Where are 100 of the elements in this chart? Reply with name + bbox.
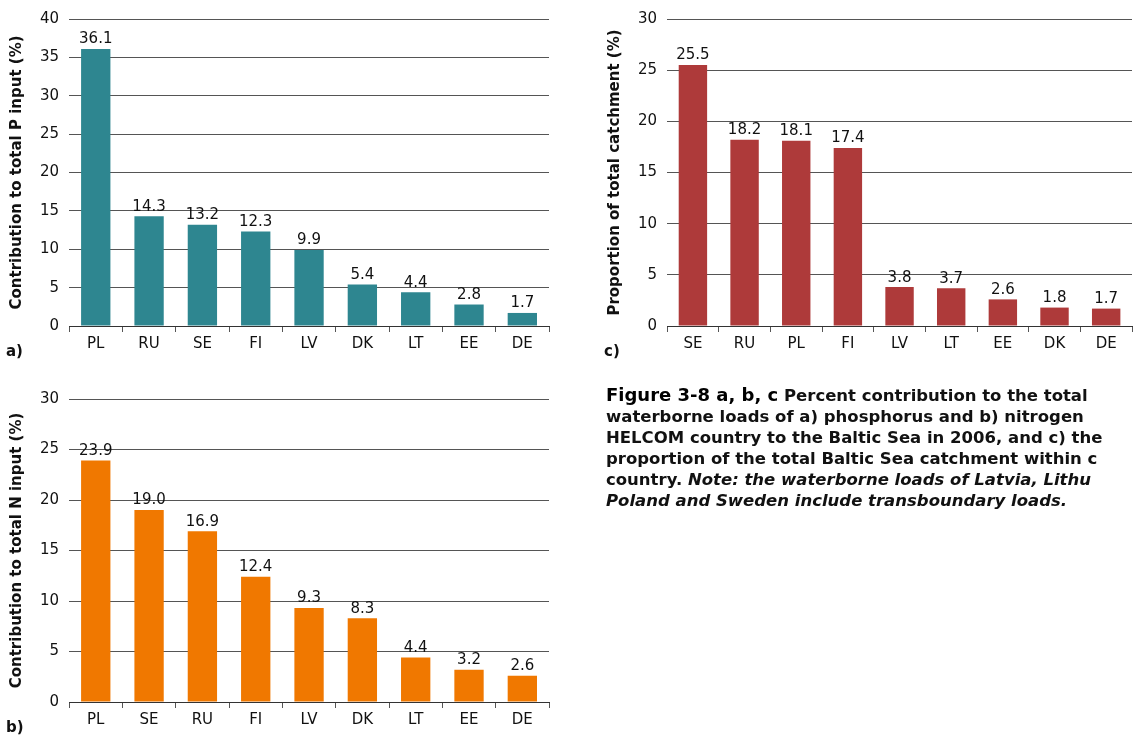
data-label: 14.3 <box>132 196 166 215</box>
y-tick-label: 5 <box>647 264 658 283</box>
text: proportion of the total Baltic Sea catchment within c <box>606 449 1098 468</box>
data-label: 4.4 <box>403 637 428 656</box>
x-tick-label: DK <box>351 709 375 728</box>
x-tick-label: LV <box>300 709 319 728</box>
bar <box>187 224 218 326</box>
y-tick-label: 20 <box>39 162 60 181</box>
y-tick-label: 20 <box>637 111 658 130</box>
x-tick-label: RU <box>191 709 214 728</box>
x-tick-label: RU <box>733 333 756 352</box>
x-tick-label: EE <box>459 709 479 728</box>
data-label: 25.5 <box>676 45 710 64</box>
x-tick-label: LT <box>943 333 960 352</box>
x-tick-label: SE <box>192 333 212 352</box>
data-label: 8.3 <box>350 598 375 617</box>
y-tick-label: 15 <box>39 200 60 219</box>
bar <box>241 576 271 702</box>
data-label: 1.7 <box>1094 288 1119 307</box>
data-label: 13.2 <box>185 205 220 224</box>
x-tick-label: RU <box>138 333 160 352</box>
y-tick-label: 0 <box>49 691 60 710</box>
text: Percent contribution to the total <box>783 386 1088 405</box>
data-label: 12.4 <box>239 557 273 576</box>
bar <box>507 312 537 326</box>
y-tick-label: 20 <box>39 489 60 508</box>
data-label: 1.8 <box>1042 287 1067 306</box>
y-tick-label: 10 <box>637 213 658 232</box>
x-tick-label: DE <box>511 333 533 352</box>
bar <box>1091 308 1121 326</box>
text: Poland and Sweden include transboundary loads. <box>606 491 1068 510</box>
y-tick-label: 5 <box>49 277 60 296</box>
x-tick-label: LV <box>300 333 319 352</box>
data-label: 36.1 <box>79 29 113 48</box>
data-label: 17.4 <box>831 128 865 147</box>
data-label: 1.7 <box>510 293 535 312</box>
data-label: 16.9 <box>185 511 220 530</box>
x-tick-label: SE <box>683 333 703 352</box>
data-label: 2.6 <box>510 656 535 675</box>
y-tick-label: 30 <box>637 8 658 27</box>
x-tick-label: DE <box>511 709 533 728</box>
y-tick-label: 40 <box>39 8 60 27</box>
data-label: 12.3 <box>239 211 273 230</box>
bar <box>81 460 111 702</box>
bar <box>988 299 1018 326</box>
y-axis-title: Contribution to total P input (%) <box>6 35 25 310</box>
text: Figure 3-8 a, b, c <box>606 384 779 405</box>
data-label: 18.2 <box>727 120 762 139</box>
y-tick-label: 25 <box>39 439 60 458</box>
bar <box>347 618 378 702</box>
y-tick-label: 10 <box>39 590 60 609</box>
bar <box>81 48 111 326</box>
y-axis-title: Contribution to total N input (%) <box>6 412 25 689</box>
y-tick-label: 5 <box>49 641 60 660</box>
x-tick-label: DK <box>1043 333 1067 352</box>
bar <box>507 675 537 702</box>
data-label: 3.2 <box>457 650 481 669</box>
x-tick-label: EE <box>993 333 1013 352</box>
bar <box>782 140 811 326</box>
text: country. <box>606 470 683 489</box>
text: Note: the waterborne loads of Latvia, Lithu <box>687 470 1092 489</box>
x-tick-label: FI <box>249 333 263 352</box>
bar <box>730 139 759 326</box>
y-tick-label: 15 <box>637 162 658 181</box>
bar <box>678 65 708 326</box>
bar <box>401 657 431 702</box>
bar <box>187 531 218 702</box>
bar <box>134 510 164 702</box>
bar <box>833 147 863 326</box>
x-tick-label: EE <box>459 333 479 352</box>
bar <box>937 288 966 326</box>
x-tick-label: FI <box>841 333 855 352</box>
x-tick-label: PL <box>87 333 106 352</box>
bar <box>294 608 324 702</box>
data-label: 5.4 <box>350 264 375 283</box>
text: a) <box>6 341 23 360</box>
data-label: 9.9 <box>297 230 321 249</box>
data-label: 2.6 <box>990 279 1015 298</box>
bar <box>241 231 271 326</box>
y-tick-label: 0 <box>49 315 60 334</box>
text: HELCOM country to the Baltic Sea in 2006, and c) the <box>606 428 1103 447</box>
bar <box>134 216 164 326</box>
bar <box>294 250 324 326</box>
x-tick-label: LT <box>407 333 425 352</box>
y-axis-title: Proportion of total catchment (%) <box>604 29 623 316</box>
y-tick-label: 25 <box>637 60 658 79</box>
bar <box>885 287 914 326</box>
x-tick-label: SE <box>139 709 159 728</box>
x-tick-label: LV <box>891 333 909 352</box>
y-tick-label: 35 <box>39 47 60 66</box>
bar <box>454 304 484 326</box>
text: c) <box>604 341 620 360</box>
y-tick-label: 15 <box>39 540 60 559</box>
text: waterborne loads of a) phosphorus and b) nitrogen <box>606 407 1084 426</box>
data-label: 18.1 <box>779 121 813 140</box>
y-tick-label: 0 <box>647 315 658 334</box>
bar <box>1040 307 1069 326</box>
data-label: 4.4 <box>403 272 428 291</box>
bar <box>454 669 484 702</box>
y-tick-label: 25 <box>39 124 60 143</box>
